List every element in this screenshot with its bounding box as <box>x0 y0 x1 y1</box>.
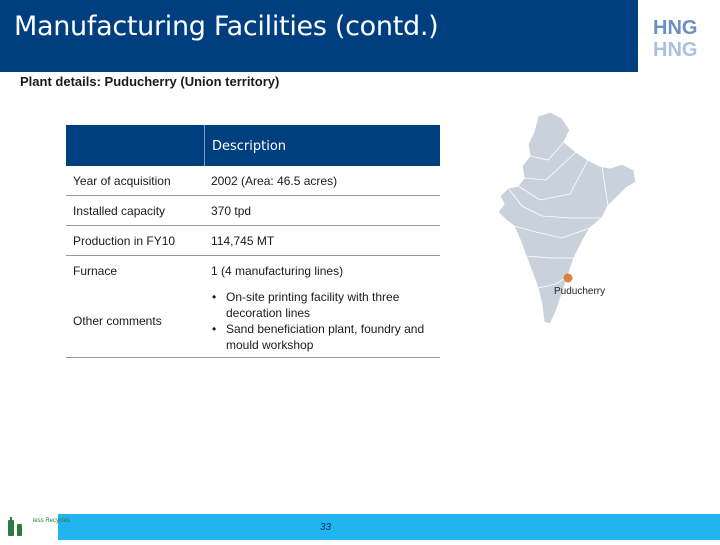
page-number: 33 <box>320 522 332 533</box>
recycle-logo-icon <box>0 514 58 540</box>
row-value: On-site printing facility with three dec… <box>204 285 440 357</box>
table-header: Description <box>66 125 440 166</box>
plant-subtitle: Plant details: Puducherry (Union territo… <box>20 74 280 89</box>
comments-list: On-site printing facility with three dec… <box>211 289 440 353</box>
row-value: 114,745 MT <box>211 233 275 248</box>
row-value: 2002 (Area: 46.5 acres) <box>211 173 338 188</box>
slide-title: Manufacturing Facilities (contd.) <box>14 11 439 42</box>
row-label: Other comments <box>73 314 162 328</box>
list-item: Sand beneficiation plant, foundry and mo… <box>211 321 440 353</box>
footer-logo-text: less Recycles <box>33 518 70 524</box>
row-label: Year of acquisition <box>73 173 171 188</box>
table-header-blank <box>66 125 204 166</box>
row-label: Installed capacity <box>73 203 166 218</box>
row-label: Furnace <box>73 263 118 278</box>
svg-text:HNG: HNG <box>653 39 697 61</box>
table-row: Installed capacity 370 tpd <box>66 196 440 226</box>
footer-bar <box>0 514 720 540</box>
row-label: Production in FY10 <box>73 233 176 248</box>
table-row: Other comments On-site printing facility… <box>66 285 440 358</box>
plant-details-table: Description Year of acquisition 2002 (Ar… <box>66 125 440 358</box>
table-row: Production in FY10 114,745 MT <box>66 226 440 256</box>
table-header-description: Description <box>204 125 440 166</box>
row-value: 1 (4 manufacturing lines) <box>211 263 344 278</box>
table-row: Furnace 1 (4 manufacturing lines) <box>66 256 440 285</box>
hng-logo-icon: HNG HNG <box>653 17 697 61</box>
svg-text:HNG: HNG <box>653 17 697 39</box>
title-bar: Manufacturing Facilities (contd.) <box>0 0 638 72</box>
list-item: On-site printing facility with three dec… <box>211 289 440 321</box>
india-map-icon <box>497 111 637 325</box>
row-value: 370 tpd <box>211 203 252 218</box>
location-label: Puducherry <box>554 286 606 297</box>
puducherry-marker <box>563 273 573 283</box>
table-row: Year of acquisition 2002 (Area: 46.5 acr… <box>66 166 440 196</box>
